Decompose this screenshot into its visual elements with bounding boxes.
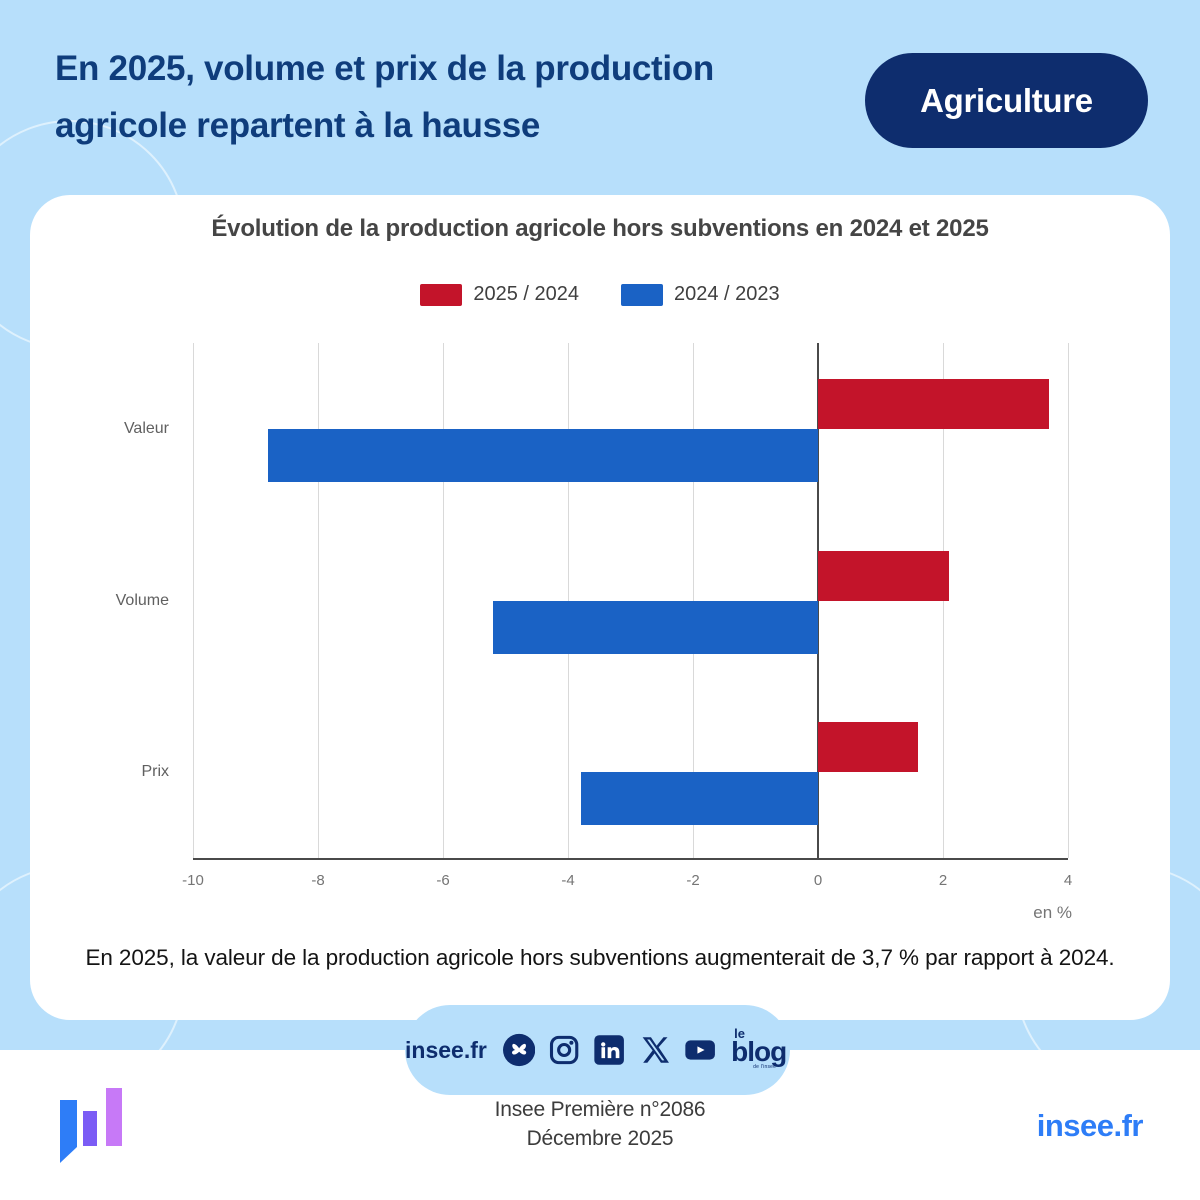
x-tick-label: -2 <box>686 872 700 889</box>
gridline <box>443 343 444 858</box>
bar-valeur-2024/2023 <box>268 428 818 482</box>
publication-name: Insee Première n°2086 <box>494 1098 706 1121</box>
insee-logo <box>60 1088 122 1163</box>
x-axis-unit-label: en % <box>1033 903 1072 922</box>
bluesky-icon[interactable] <box>502 1033 536 1067</box>
publication-date: Décembre 2025 <box>526 1127 674 1150</box>
category-label: Valeur <box>123 419 169 437</box>
x-tick-label: -6 <box>436 872 450 889</box>
x-tick-label: -8 <box>311 872 325 889</box>
insee-fr-link[interactable]: insee.fr <box>405 1036 487 1063</box>
bar-prix-2024/2023 <box>580 772 818 826</box>
linkedin-icon[interactable] <box>593 1033 625 1067</box>
x-axis-line <box>193 858 1068 860</box>
le-blog-subtext: de l'insee <box>753 1064 777 1070</box>
category-label: Prix <box>141 763 169 781</box>
zero-axis-line <box>817 343 819 858</box>
legend-label: 2025 / 2024 <box>473 283 579 305</box>
chart-card: Évolution de la production agricole hors… <box>30 195 1170 1020</box>
gridline <box>318 343 319 858</box>
bar-volume-2024/2023 <box>493 600 818 654</box>
x-tick-label: -4 <box>561 872 575 889</box>
chart-legend: 2025 / 2024 2024 / 2023 <box>30 283 1170 306</box>
theme-badge-label: Agriculture <box>920 81 1093 119</box>
le-blog-word: blog <box>731 1036 787 1067</box>
x-tick-label: 4 <box>1063 872 1073 889</box>
x-tick-label: -10 <box>182 872 204 889</box>
instagram-icon[interactable] <box>548 1033 580 1067</box>
gridline <box>943 343 944 858</box>
legend-item-2024-2023: 2024 / 2023 <box>621 283 780 306</box>
category-label: Volume <box>115 591 169 609</box>
page-title-line2: agricole repartent à la hausse <box>55 106 541 145</box>
legend-item-2025-2024: 2025 / 2024 <box>420 283 579 306</box>
x-icon[interactable] <box>639 1033 671 1067</box>
legend-swatch-blue <box>621 283 663 306</box>
le-blog-le: le <box>734 1026 745 1041</box>
insee-fr-footer-link[interactable]: insee.fr <box>1036 1108 1144 1143</box>
gridline <box>1068 343 1069 858</box>
chart-title: Évolution de la production agricole hors… <box>211 215 989 242</box>
bar-volume-2025/2024 <box>818 550 950 601</box>
le-blog-icon[interactable]: le blog de l'insee <box>731 1026 790 1070</box>
x-tick-label: 0 <box>813 872 823 889</box>
social-bar: insee.fr le blog de l'insee <box>405 1005 790 1095</box>
bar-prix-2025/2024 <box>818 722 918 773</box>
theme-badge: Agriculture <box>865 53 1148 148</box>
page-title-line1: En 2025, volume et prix de la production <box>55 49 714 88</box>
chart-caption: En 2025, la valeur de la production agri… <box>85 945 1115 970</box>
x-tick-label: 2 <box>938 872 948 889</box>
page-title: En 2025, volume et prix de la production… <box>55 40 714 154</box>
legend-swatch-red <box>420 283 463 306</box>
youtube-icon[interactable] <box>684 1033 716 1067</box>
bar-chart-plot-area: en % -10 -8 -6 -4 -2 0 2 4 Valeur Volume Prix <box>116 343 1072 922</box>
gridline <box>193 343 194 858</box>
bar-valeur-2025/2024 <box>818 378 1050 429</box>
legend-label: 2024 / 2023 <box>674 283 780 305</box>
